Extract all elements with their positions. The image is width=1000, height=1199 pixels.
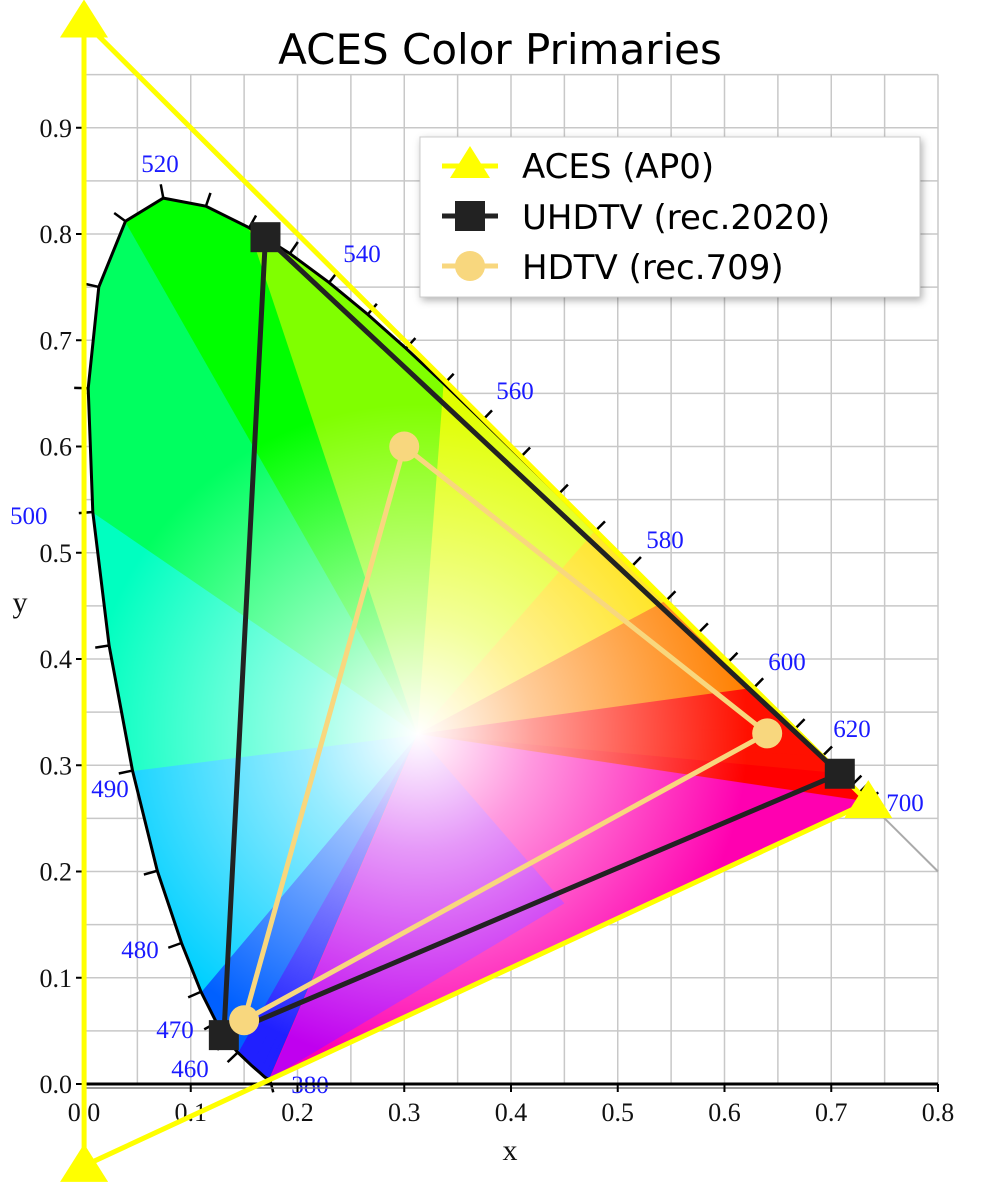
- data-point-hdtv-circle: [389, 431, 420, 462]
- chart-title: ACES Color Primaries: [278, 25, 722, 74]
- legend-label-uhdtv: UHDTV (rec.2020): [522, 198, 830, 238]
- wavelength-tick: [143, 869, 158, 876]
- y-tick-label: 0.7: [40, 326, 73, 355]
- series-outline-aces-ap0: [81, 19, 871, 1169]
- wavelength-tick: [113, 212, 127, 223]
- wavelength-tick: [84, 282, 100, 289]
- wavelength-label: 540: [343, 241, 381, 268]
- wavelength-tick: [288, 241, 299, 255]
- x-tick-label: 0.6: [708, 1098, 741, 1127]
- data-point-aces-triangle: [60, 1143, 109, 1182]
- wavelength-label: 700: [886, 790, 924, 817]
- legend-box: [419, 136, 921, 298]
- wavelength-label: 460: [171, 1056, 209, 1083]
- legend: ACES (AP0) UHDTV (rec.2020) HDTV (rec.70…: [419, 136, 921, 298]
- data-point-uhdtv-square: [824, 758, 855, 789]
- y-tick-label: 0.1: [40, 964, 73, 993]
- y-tick-label: 0.2: [40, 858, 73, 887]
- x-tick-label: 0.5: [602, 1098, 635, 1127]
- wavelength-label: 480: [121, 937, 159, 964]
- x-axis-label: x: [503, 1134, 518, 1167]
- wavelength-label: 580: [646, 527, 684, 554]
- data-point-hdtv-circle: [229, 1005, 260, 1036]
- y-axis-label: y: [13, 586, 28, 619]
- axes: 0.0 0.1 0.2 0.3 0.4 0.5 0.6 0.7 0.80.00.10.20.30…: [40, 74, 955, 1127]
- wavelength-tick: [167, 941, 182, 949]
- series-layer: [60, 0, 893, 1182]
- wavelength-tick: [95, 644, 110, 649]
- y-tick-label: 0.6: [40, 433, 73, 462]
- x-tick-label: 0.3: [388, 1098, 421, 1127]
- legend-label-aces: ACES (AP0): [522, 147, 714, 187]
- wavelength-tick: [159, 184, 165, 199]
- wavelength-label: 600: [768, 649, 806, 676]
- x-tick-label: 0.7: [815, 1098, 848, 1127]
- x-tick-label: 0.2: [281, 1098, 314, 1127]
- y-tick-label: 0.8: [40, 220, 73, 249]
- data-point-aces-triangle: [844, 780, 893, 819]
- y-tick-label: 0.4: [40, 645, 73, 674]
- wavelength-label: 560: [496, 378, 534, 405]
- data-point-hdtv-circle: [752, 718, 783, 749]
- legend-circle-icon: [455, 251, 485, 281]
- y-tick-label: 0.0: [40, 1070, 73, 1099]
- x-tick-label: 0.4: [495, 1098, 528, 1127]
- wavelength-tick: [226, 1051, 239, 1064]
- wavelength-label: 500: [10, 503, 48, 530]
- wavelength-tick: [187, 990, 202, 999]
- y-tick-label: 0.3: [40, 751, 73, 780]
- legend-square-icon: [455, 201, 485, 231]
- data-point-uhdtv-square: [250, 222, 281, 253]
- wavelength-label: 520: [141, 151, 179, 178]
- data-point-aces-triangle: [60, 0, 108, 38]
- legend-triangle-icon: [450, 146, 490, 178]
- wavelength-label: 490: [91, 776, 129, 803]
- wavelength-tick: [204, 192, 212, 207]
- x-tick-label: 0.8: [922, 1098, 955, 1127]
- y-tick-label: 0.5: [40, 539, 73, 568]
- wavelength-label: 620: [833, 716, 871, 743]
- series-outline-uhdtv-rec2020: [221, 234, 843, 1038]
- legend-label-hdtv: HDTV (rec.709): [522, 248, 784, 288]
- y-tick-label: 0.9: [40, 114, 73, 143]
- series-outline-hdtv-rec709: [241, 444, 770, 1023]
- wavelength-label: 470: [156, 1017, 194, 1044]
- wavelength-tick: [248, 214, 258, 229]
- wavelength-tick: [118, 769, 133, 775]
